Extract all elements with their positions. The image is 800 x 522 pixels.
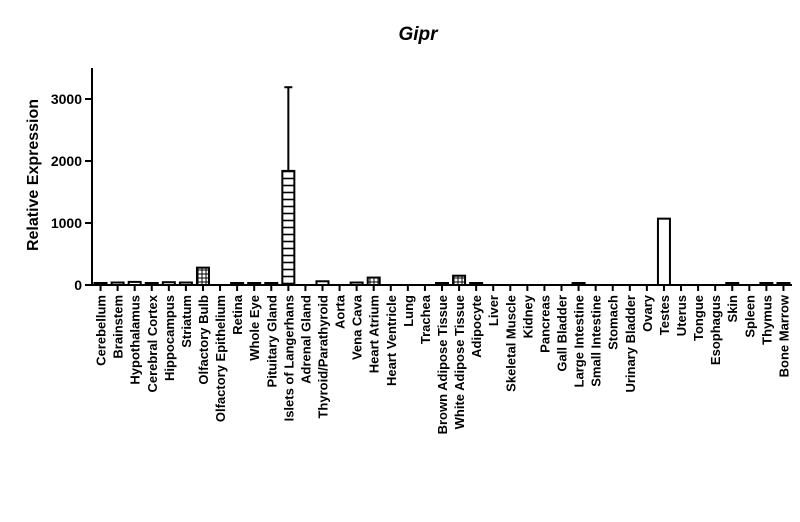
bar [230, 282, 245, 286]
x-category-label: Brown Adipose Tissue [435, 295, 450, 434]
x-category-label: Bone Marrow [776, 294, 791, 377]
x-category-label: Striatum [179, 295, 194, 348]
bar [93, 282, 108, 286]
x-category-label: Skeletal Muscle [503, 295, 518, 392]
x-category-label: Ovary [640, 294, 655, 332]
x-category-label: Pancreas [537, 295, 552, 353]
y-axis-ticks: 0 1000 2000 3000 [51, 91, 92, 293]
chart-title: Gipr [398, 24, 439, 45]
x-category-label: Adipocyte [469, 295, 484, 358]
x-category-label: Testes [657, 295, 672, 335]
x-category-label: Cerebral Cortex [145, 294, 160, 392]
x-category-label: Liver [486, 295, 501, 326]
y-tick-label: 0 [74, 277, 82, 293]
x-category-label: Pituitary Gland [264, 295, 279, 388]
bar [759, 282, 774, 286]
bar [110, 281, 125, 286]
x-category-label: Whole Eye [247, 295, 262, 361]
bars [93, 86, 791, 287]
x-category-label: Lung [401, 295, 416, 327]
x-category-label: Urinary Bladder [623, 295, 638, 393]
y-tick-label: 3000 [51, 91, 82, 107]
y-tick-label: 1000 [51, 215, 82, 231]
x-category-label: Retina [230, 294, 245, 335]
bar [776, 282, 791, 286]
x-category-label: Stomach [606, 295, 621, 350]
x-category-label: Heart Atrium [367, 295, 382, 373]
x-category-label: Kidney [520, 294, 535, 338]
x-category-label: Trachea [418, 294, 433, 344]
x-category-label: Esophagus [708, 295, 723, 365]
x-category-label: Small Intestine [589, 295, 604, 387]
bar [315, 280, 330, 286]
bar [571, 282, 586, 286]
x-category-label: Large Intestine [572, 295, 587, 387]
x-category-label: White Adipose Tissue [452, 295, 467, 429]
x-category-label: Tongue [691, 295, 706, 341]
bar [656, 217, 671, 286]
x-category-label: Islets of Langerhans [281, 295, 296, 421]
bar [452, 274, 467, 287]
x-category-label: Aorta [333, 294, 348, 329]
x-category-label: Olfactory Bulb [196, 295, 211, 385]
x-category-label: Cerebellum [94, 295, 109, 366]
bar [127, 280, 142, 286]
bar [469, 282, 484, 286]
x-category-label: Olfactory Epithelium [213, 295, 228, 422]
bar [435, 282, 449, 286]
x-category-label: Vena Cava [350, 294, 365, 360]
axes [91, 68, 792, 286]
x-category-label: Thymus [759, 295, 774, 345]
x-category-label: Spleen [742, 295, 757, 338]
x-category-label: Hippocampus [162, 295, 177, 381]
bar [264, 282, 279, 286]
bar [195, 266, 210, 287]
bar [366, 276, 381, 286]
bar [281, 169, 296, 286]
y-tick-label: 2000 [51, 153, 82, 169]
x-category-label: Gall Bladder [555, 295, 570, 372]
x-category-label: Heart Ventricle [384, 295, 399, 386]
x-category-label: Adrenal Gland [298, 295, 313, 384]
x-category-label: Skin [725, 295, 740, 323]
bar [247, 282, 262, 286]
x-category-label: Brainstem [111, 295, 126, 359]
bar [725, 282, 740, 286]
x-axis-labels: Cerebellum Brainstem Hypothalamus Cerebral … [94, 285, 791, 434]
bar [349, 281, 364, 286]
bar [178, 281, 193, 286]
bar [161, 281, 176, 286]
bar [144, 282, 159, 286]
x-category-label: Uterus [674, 295, 689, 336]
y-axis-label: Relative Expression [25, 99, 42, 251]
x-category-label: Hypothalamus [128, 295, 143, 385]
x-category-label: Thyroid/Parathyroid [315, 295, 330, 419]
